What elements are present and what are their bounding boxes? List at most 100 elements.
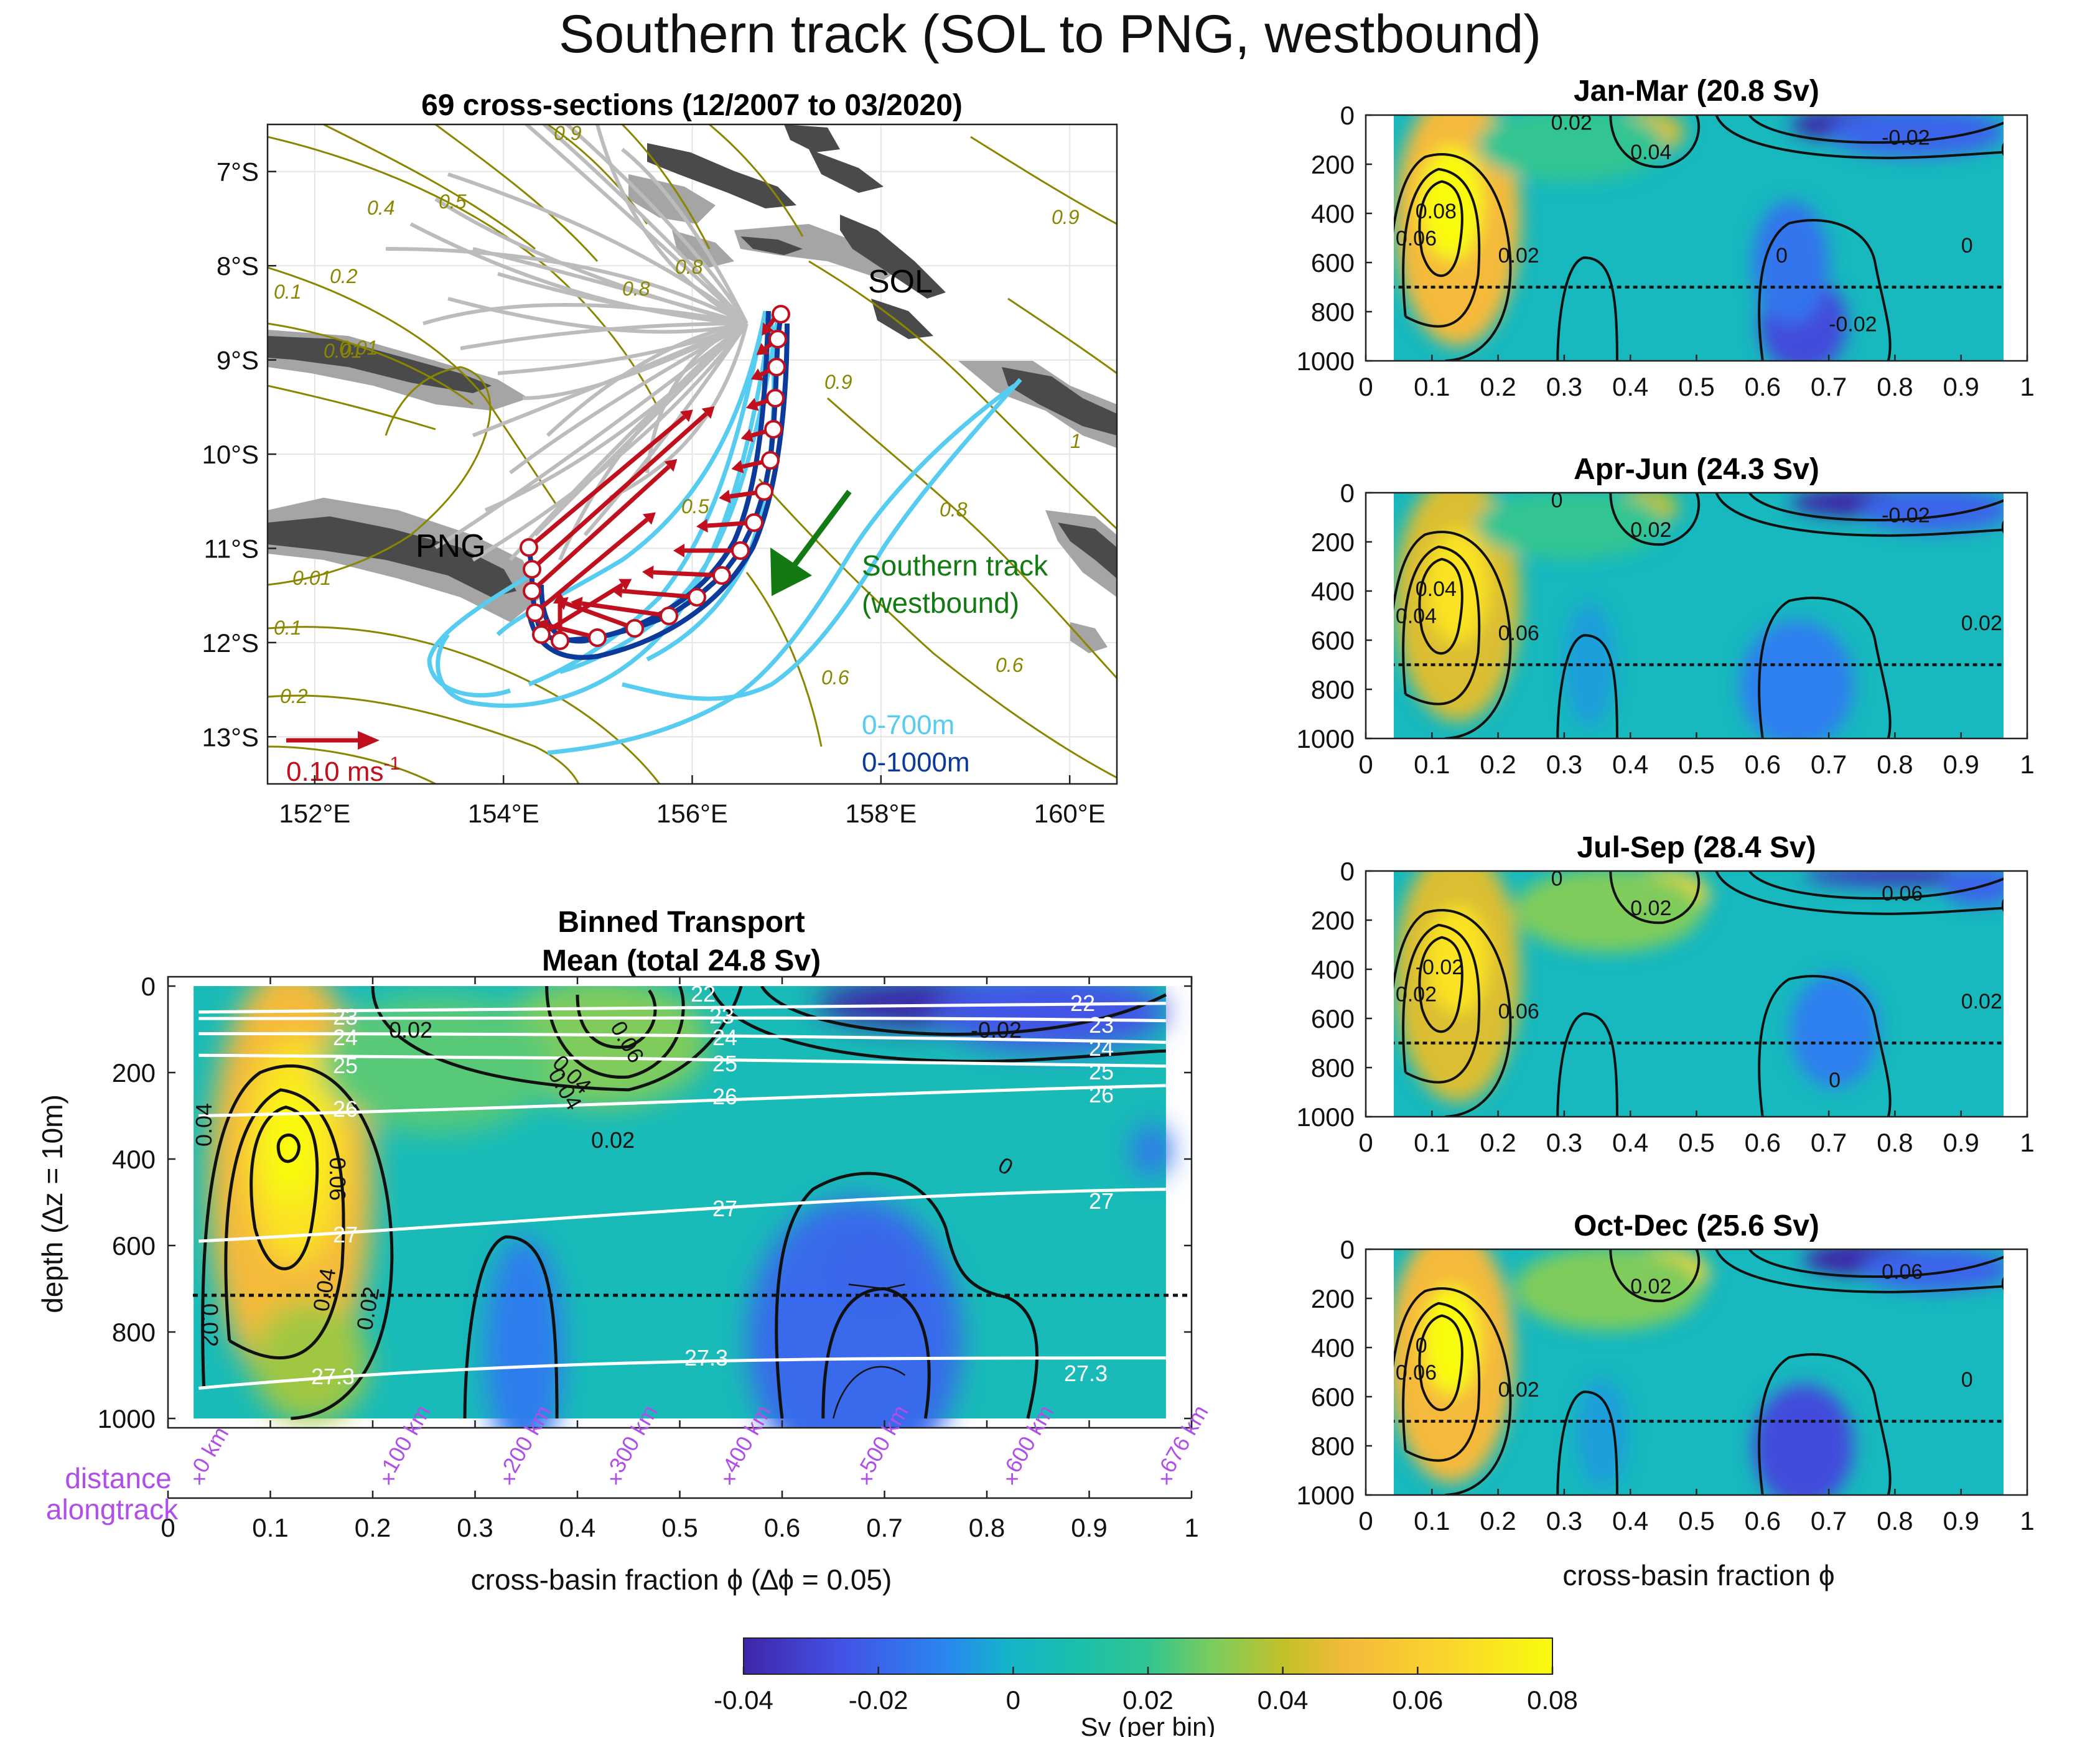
gray-track xyxy=(609,323,749,500)
isopycnal-label: 25 xyxy=(1089,1059,1114,1084)
seasonal-ytick-label: 400 xyxy=(1311,1333,1355,1362)
seasonal-panel-title: Jan-Mar (20.8 Sv) xyxy=(1574,75,1819,108)
gray-track xyxy=(447,172,748,325)
seasonal-ytick-label: 1000 xyxy=(1297,724,1355,753)
seasonal-panel-title: Apr-Jun (24.3 Sv) xyxy=(1574,453,1819,486)
bin-circle xyxy=(660,607,678,625)
main-title: Southern track (SOL to PNG, westbound) xyxy=(559,4,1541,64)
map-contour-label: 1 xyxy=(1070,430,1081,452)
bin-circle xyxy=(520,538,538,557)
velocity-arrow xyxy=(653,570,722,578)
seasonal-contour xyxy=(1609,1249,1701,1303)
seasonal-xtick-label: 0.1 xyxy=(1414,1506,1450,1535)
field-blob xyxy=(1132,1124,1171,1176)
map-contour-label: 0.9 xyxy=(554,122,582,144)
seasonal-contour xyxy=(1748,1249,2004,1278)
seasonal-ytick-label: 600 xyxy=(1311,1004,1355,1033)
main-xtick-label: 1 xyxy=(1184,1513,1198,1542)
seasonal-contours xyxy=(1394,493,2004,738)
velocity-arrowhead xyxy=(673,544,684,557)
gray-track xyxy=(385,247,748,325)
velocity-arrowhead xyxy=(642,512,656,525)
isopycnal-label: 27.3 xyxy=(311,1364,355,1389)
isopycnal-label: 22 xyxy=(691,981,716,1007)
field-blob xyxy=(1514,871,1703,952)
seasonal-contour xyxy=(1394,153,1512,361)
velocity-arrowhead xyxy=(696,519,708,533)
seasonal-ytick-label: 400 xyxy=(1311,577,1355,606)
seasonal-contour-label: 0.04 xyxy=(1396,604,1437,628)
velocity-arrowhead xyxy=(701,406,715,419)
seasonal-contour-label: 0.04 xyxy=(1630,141,1671,164)
isopycnal-label: 26 xyxy=(333,1096,358,1122)
velocity-arrows xyxy=(527,312,780,641)
distance-plus: + xyxy=(609,1466,623,1493)
seasonal-xtick-label: 0.1 xyxy=(1414,372,1450,401)
seasonal-xtick-label: 0.8 xyxy=(1877,1506,1913,1535)
isopycnal-label: 27 xyxy=(712,1196,737,1221)
main-xtick-label: 0.3 xyxy=(457,1513,493,1542)
seasonal-contour-label: 0.08 xyxy=(1416,200,1457,223)
seasonal-contour xyxy=(1418,180,1463,277)
main-contour xyxy=(250,1106,319,1270)
isopycnal-label: 26 xyxy=(712,1084,737,1109)
bin-circle xyxy=(768,330,787,348)
map-contour-label: 0.01 xyxy=(292,567,331,589)
seasonal-contour xyxy=(1402,923,1481,1084)
seasonal-ytick-label: 800 xyxy=(1311,675,1355,704)
map-contour-label: 0.6 xyxy=(821,666,849,689)
seasonal-contour xyxy=(1394,909,1512,1117)
map-xtick-label: 152°E xyxy=(279,799,350,828)
seasonal-contour xyxy=(1758,219,1892,361)
isopycnal-line xyxy=(198,1002,1166,1014)
main-ticks: 0 0.1 0.2 0.3 0.4 0.5 0.6 0.7 0.8 0.9 1 0 200 400 600 8… xyxy=(98,972,1199,1542)
seasonal-ytick-label: 1000 xyxy=(1297,1102,1355,1132)
isopycnal-label: 23 xyxy=(1089,1012,1114,1038)
field-blob xyxy=(263,1089,319,1203)
isopycnal-label: 24 xyxy=(1089,1035,1114,1061)
velocity-arrow xyxy=(533,518,649,615)
seasonal-contour-label: 0.06 xyxy=(1498,622,1539,645)
gray-track xyxy=(460,322,747,350)
velocity-arrow xyxy=(565,601,636,631)
colorbar-tick-label: 0.08 xyxy=(1527,1685,1578,1715)
velocity-arrowhead xyxy=(762,322,774,336)
map-contour-label: 0.01 xyxy=(324,340,362,362)
colorbar-label: Sv (per bin) xyxy=(1080,1712,1215,1737)
colorbar-ticks: -0.04 -0.02 0 0.02 0.04 0.06 0.08 xyxy=(714,1667,1578,1715)
main-contour-label: 0.02 xyxy=(389,1017,432,1043)
map-contour-label: 0.6 xyxy=(996,654,1024,676)
seasonal-contour xyxy=(1556,634,1618,738)
seasonal-xtick-label: 0.7 xyxy=(1811,750,1847,779)
main-ytick-label: 600 xyxy=(112,1231,156,1260)
seasonal-contours xyxy=(1394,115,2004,361)
field-blob xyxy=(1477,493,1665,559)
seasonal-xtick-label: 0.9 xyxy=(1943,1506,1979,1535)
seasonal-contour-label: 0.02 xyxy=(1630,518,1671,542)
map-contour-label: 0.1 xyxy=(274,281,301,303)
field-blob xyxy=(251,1302,369,1423)
field-blob xyxy=(320,994,554,1134)
seasonal-contour-label: -0.02 xyxy=(1416,956,1464,979)
isopycnal-line xyxy=(198,1016,1166,1023)
distance-plus: + xyxy=(503,1466,516,1493)
westbound-label-2: (westbound) xyxy=(862,587,1019,619)
seasonal-xtick-label: 0.7 xyxy=(1811,1128,1847,1157)
seasonal-contour xyxy=(1748,871,2004,900)
main-contour-thin xyxy=(833,1366,906,1419)
velocity-arrowhead xyxy=(750,368,764,381)
seasonal-xtick-label: 0.1 xyxy=(1414,1128,1450,1157)
main-contour xyxy=(276,1134,301,1163)
colorbar-tick-label: 0 xyxy=(1006,1685,1020,1715)
seasonal-xtick-label: 0.1 xyxy=(1414,750,1450,779)
seasonal-contour xyxy=(1556,1390,1618,1495)
main-xtick-label: 0.2 xyxy=(355,1513,391,1542)
seasonal-contour xyxy=(1556,256,1618,361)
bin-circles xyxy=(520,305,790,650)
map-contour-label: 0.9 xyxy=(1052,206,1080,228)
isopycnal-line xyxy=(198,1356,1166,1390)
velocity-arrowhead xyxy=(731,460,744,473)
seasonal-ytick-label: 0 xyxy=(1340,857,1355,886)
main-contour-label: -0.02 xyxy=(971,1017,1022,1043)
